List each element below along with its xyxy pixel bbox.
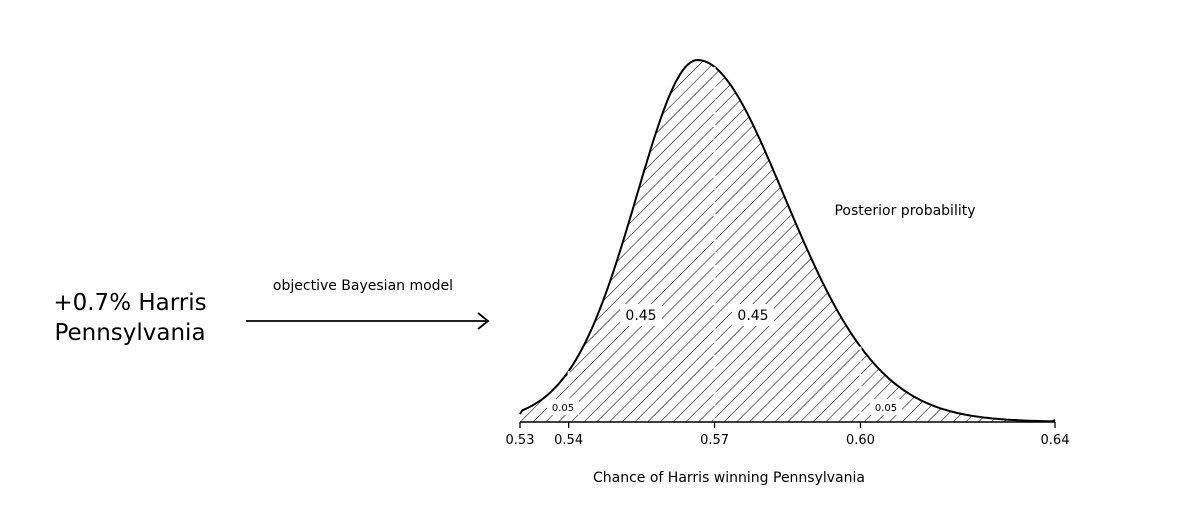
poll-result-text: +0.7% Harris Pennsylvania: [30, 288, 230, 348]
x-tick-label-4: 0.64: [1041, 433, 1070, 448]
right-arrow-icon: [246, 312, 490, 330]
mass-label-bg-2: [732, 304, 774, 326]
model-label: objective Bayesian model: [272, 278, 454, 294]
mass-label-bg-1: [620, 304, 662, 326]
x-axis-label: Chance of Harris winning Pennsylvania: [593, 470, 865, 486]
mass-label-3: 0.05: [875, 403, 897, 414]
mass-label-1: 0.45: [625, 308, 656, 324]
density-area: [520, 60, 1055, 422]
mass-label-0: 0.05: [552, 403, 574, 414]
x-tick-label-0: 0.53: [506, 433, 535, 448]
x-tick-label-3: 0.60: [846, 433, 875, 448]
x-tick-label-2: 0.57: [700, 433, 729, 448]
density-curve: [519, 58, 1056, 423]
mass-label-bg-0: [547, 399, 579, 415]
mass-label-bg-3: [870, 399, 902, 415]
interval-mass-labels: 0.05 0.45 0.45 0.05: [547, 304, 902, 415]
mass-label-2: 0.45: [737, 308, 768, 324]
poll-state-label: Pennsylvania: [54, 320, 206, 346]
x-axis-ticks: 0.53 0.54 0.57 0.60 0.64: [506, 422, 1070, 448]
interval-dividers: [567, 66, 862, 422]
chart-title: Posterior probability: [834, 203, 975, 219]
poll-margin-label: +0.7% Harris: [53, 290, 207, 316]
x-tick-label-1: 0.54: [554, 433, 583, 448]
